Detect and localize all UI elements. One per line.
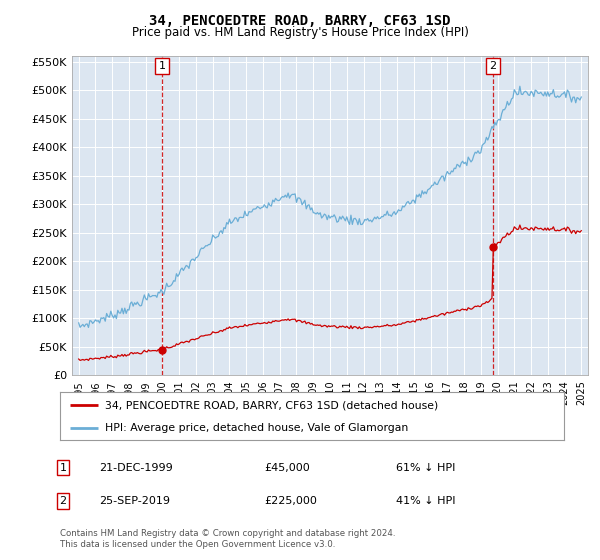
Text: Contains HM Land Registry data © Crown copyright and database right 2024.
This d: Contains HM Land Registry data © Crown c… <box>60 529 395 549</box>
Text: 61% ↓ HPI: 61% ↓ HPI <box>396 463 455 473</box>
Text: 25-SEP-2019: 25-SEP-2019 <box>99 496 170 506</box>
Text: 2: 2 <box>59 496 67 506</box>
Text: 2: 2 <box>490 60 497 71</box>
Text: 21-DEC-1999: 21-DEC-1999 <box>99 463 173 473</box>
Text: HPI: Average price, detached house, Vale of Glamorgan: HPI: Average price, detached house, Vale… <box>106 423 409 433</box>
Text: 1: 1 <box>158 60 166 71</box>
Text: 1: 1 <box>59 463 67 473</box>
Text: £45,000: £45,000 <box>264 463 310 473</box>
Text: 34, PENCOEDTRE ROAD, BARRY, CF63 1SD (detached house): 34, PENCOEDTRE ROAD, BARRY, CF63 1SD (de… <box>106 400 439 410</box>
Text: £225,000: £225,000 <box>264 496 317 506</box>
Text: 34, PENCOEDTRE ROAD, BARRY, CF63 1SD: 34, PENCOEDTRE ROAD, BARRY, CF63 1SD <box>149 14 451 28</box>
Text: Price paid vs. HM Land Registry's House Price Index (HPI): Price paid vs. HM Land Registry's House … <box>131 26 469 39</box>
Text: 41% ↓ HPI: 41% ↓ HPI <box>396 496 455 506</box>
